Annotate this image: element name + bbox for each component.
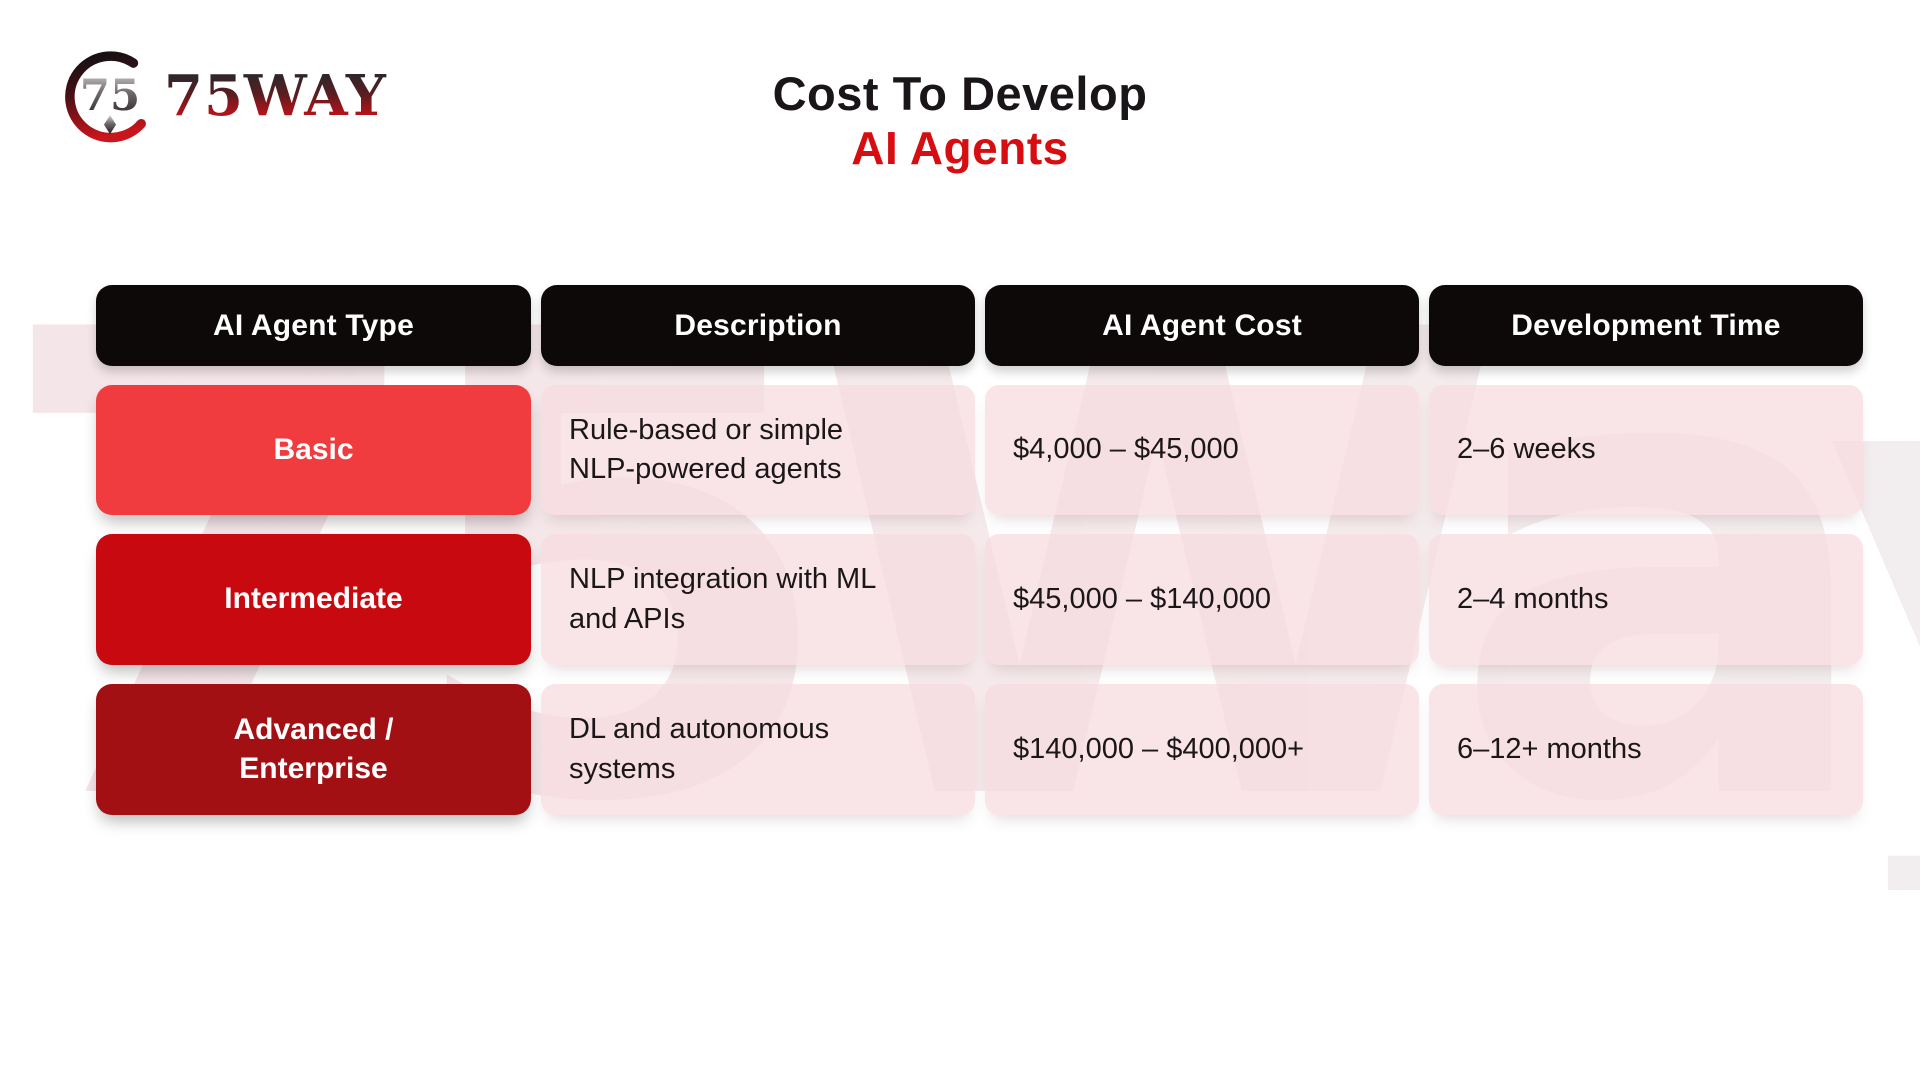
type-label: Advanced / Enterprise	[233, 713, 394, 785]
page-title: Cost To Develop	[772, 67, 1148, 120]
title-block: Cost To Develop AI Agents	[0, 62, 1920, 171]
column-header-cost: AI Agent Cost	[985, 285, 1419, 366]
table-row-type-advanced: Advanced / Enterprise	[96, 684, 531, 815]
column-header-agent-type: AI Agent Type	[96, 285, 531, 366]
description-text: NLP integration with ML and APIs	[569, 563, 876, 635]
description-text: Rule-based or simple NLP-powered agents	[569, 413, 844, 485]
table-cell-cost: $4,000 – $45,000	[985, 385, 1419, 515]
logo-mark-75: 75	[80, 70, 140, 121]
page-subtitle: AI Agents	[851, 122, 1069, 175]
table-cell-time: 2–4 months	[1429, 534, 1863, 665]
brand-logo: 75 75WAY	[58, 38, 387, 154]
table-row-type-intermediate: Intermediate	[96, 534, 531, 665]
table-cell-time: 6–12+ months	[1429, 684, 1863, 815]
table-cell-time: 2–6 weeks	[1429, 385, 1863, 515]
table-row-type-basic: Basic	[96, 385, 531, 515]
column-header-dev-time: Development Time	[1429, 285, 1863, 366]
time-text: 6–12+ months	[1457, 732, 1642, 765]
logo-crescent-icon: 75	[65, 51, 146, 143]
description-text: DL and autonomous systems	[569, 713, 830, 785]
table-cell-cost: $45,000 – $140,000	[985, 534, 1419, 665]
type-label: Intermediate	[224, 582, 403, 616]
cost-table: AI Agent Type Description AI Agent Cost …	[96, 285, 1863, 815]
table-cell-cost: $140,000 – $400,000+	[985, 684, 1419, 815]
table-cell-description: Rule-based or simple NLP-powered agents	[541, 385, 975, 515]
cost-text: $4,000 – $45,000	[1013, 433, 1239, 466]
brand-name: 75WAY	[164, 63, 387, 129]
column-header-description: Description	[541, 285, 975, 366]
type-label: Basic	[273, 432, 354, 466]
table-cell-description: DL and autonomous systems	[541, 684, 975, 815]
time-text: 2–6 weeks	[1457, 433, 1596, 466]
table-cell-description: NLP integration with ML and APIs	[541, 534, 975, 665]
cost-text: $140,000 – $400,000+	[1013, 732, 1305, 765]
cost-text: $45,000 – $140,000	[1013, 582, 1272, 615]
time-text: 2–4 months	[1457, 582, 1609, 615]
